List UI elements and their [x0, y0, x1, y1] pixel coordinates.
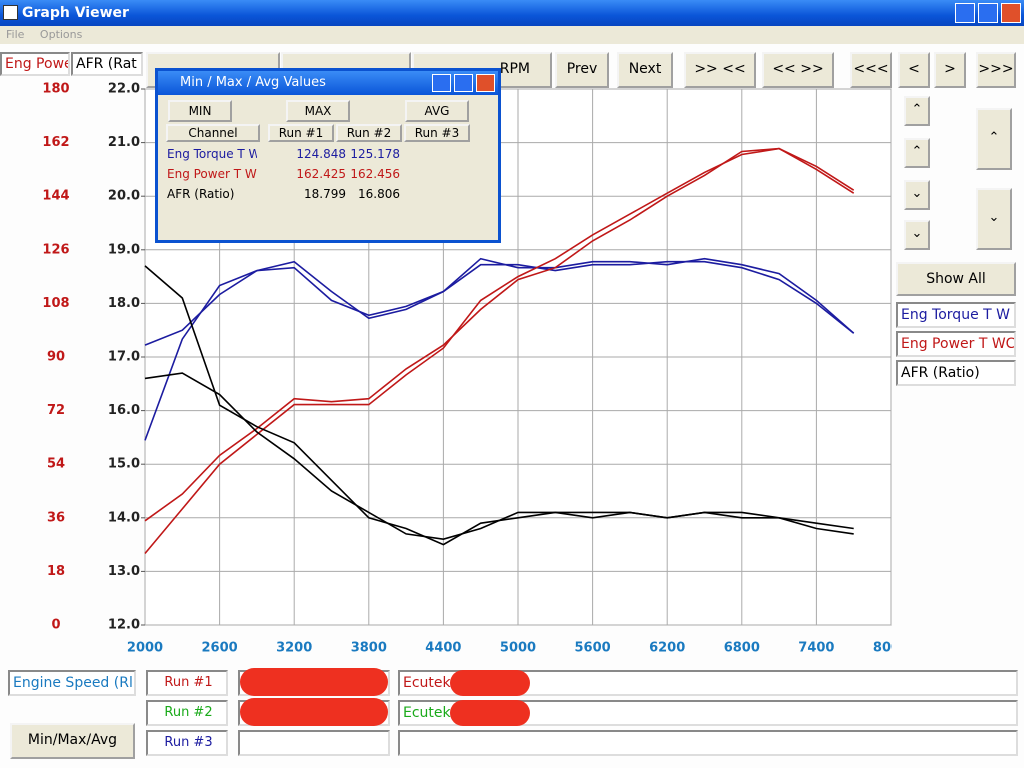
dialog-maximize[interactable] [454, 74, 473, 92]
data-line [144, 260, 855, 441]
dialog-minimize[interactable] [432, 74, 451, 92]
legend-entry[interactable]: Eng Torque T W [896, 302, 1016, 328]
y-tick-label: 54 [47, 457, 65, 472]
y-tick-label: 144 [42, 189, 69, 204]
menu-item[interactable]: File [6, 28, 25, 41]
x-tick-label: 6200 [649, 641, 685, 656]
y2-tick-label: 18.0 [108, 296, 140, 311]
table-cell: 124.848 [296, 147, 346, 161]
x-tick-label: 2600 [202, 641, 238, 656]
table-cell: 162.425 [296, 167, 346, 181]
y2-tick-label: 17.0 [108, 350, 140, 365]
x-tick-label: 3800 [351, 641, 387, 656]
data-line [144, 372, 854, 541]
toolbar-button[interactable]: >>> [976, 52, 1016, 88]
y2-tick-label: 12.0 [108, 618, 140, 633]
redaction [240, 668, 388, 696]
table-cell: AFR (Ratio) [167, 187, 235, 201]
tab[interactable]: Eng Powe [0, 52, 70, 76]
table-cell: 162.456 [350, 167, 400, 181]
run-source-box [398, 730, 1018, 756]
data-line [144, 147, 855, 522]
y-tick-label: 72 [47, 403, 65, 418]
redaction [450, 700, 530, 726]
y-tick-label: 180 [42, 82, 69, 97]
y2-tick-label: 15.0 [108, 457, 140, 472]
y2-tick-label: 20.0 [108, 189, 140, 204]
zoom-down[interactable]: ⌄ [904, 180, 930, 210]
y2-tick-label: 19.0 [108, 242, 140, 257]
toolbar-button[interactable]: << >> [762, 52, 834, 88]
y-tick-label: 18 [47, 564, 65, 579]
menu-item[interactable]: Options [39, 28, 83, 41]
column-header: Channel [166, 124, 260, 142]
table-cell: 18.799 [304, 187, 346, 201]
column-header: Run #1 [268, 124, 334, 142]
min-max-avg-dialog: Min / Max / Avg Values MIN MAX AVG Channel R… [155, 68, 501, 243]
y-tick-label: 36 [47, 510, 65, 525]
legend-entry[interactable]: Eng Power T WC [896, 331, 1016, 357]
y2-tick-label: 13.0 [108, 564, 140, 579]
toolbar-button[interactable]: Prev [555, 52, 609, 88]
minimize-button[interactable] [955, 3, 975, 23]
toolbar-button[interactable]: <<< [850, 52, 892, 88]
table-cell: 16.806 [358, 187, 400, 201]
x-tick-label: 6800 [724, 641, 760, 656]
toolbar-button[interactable]: < [898, 52, 930, 88]
zoom-up-fast[interactable]: ⌃ [904, 96, 930, 126]
maximize-button[interactable] [978, 3, 998, 23]
table-cell: 125.178 [350, 147, 400, 161]
show-all-button[interactable]: Show All [896, 262, 1016, 296]
x-tick-label: 8000 [873, 641, 892, 656]
menu-bar: File Options [0, 26, 1024, 44]
redaction [450, 670, 530, 696]
y2-tick-label: 22.0 [108, 82, 140, 97]
toolbar-button[interactable]: Next [617, 52, 673, 88]
app-icon [3, 5, 18, 20]
x-axis-title: Engine Speed (Rl [8, 670, 136, 696]
run-label: Run #3 [146, 730, 228, 756]
scroll-up[interactable]: ⌃ [976, 108, 1012, 170]
scroll-down[interactable]: ⌄ [976, 188, 1012, 250]
x-tick-label: 2000 [127, 641, 163, 656]
toolbar-button[interactable]: > [934, 52, 966, 88]
y-tick-label: 126 [42, 242, 69, 257]
min-max-avg-button[interactable]: Min/Max/Avg [10, 723, 135, 759]
run-label: Run #2 [146, 700, 228, 726]
x-tick-label: 7400 [798, 641, 834, 656]
y-tick-label: 162 [42, 135, 69, 150]
title-bar: Graph Viewer [0, 0, 1024, 26]
y-tick-label: 108 [42, 296, 69, 311]
dialog-button[interactable]: MIN [168, 100, 232, 122]
dialog-button[interactable]: MAX [286, 100, 350, 122]
data-line [144, 257, 855, 346]
y2-tick-label: 14.0 [108, 510, 140, 525]
x-tick-label: 3200 [276, 641, 312, 656]
x-tick-label: 4400 [425, 641, 461, 656]
zoom-down-fast[interactable]: ⌄ [904, 220, 930, 250]
dialog-button[interactable]: AVG [405, 100, 469, 122]
y2-tick-label: 16.0 [108, 403, 140, 418]
y-tick-label: 90 [47, 350, 65, 365]
x-tick-label: 5600 [575, 641, 611, 656]
tab[interactable]: AFR (Rat [71, 52, 143, 76]
column-header: Run #2 [336, 124, 402, 142]
run-label: Run #1 [146, 670, 228, 696]
column-header: Run #3 [404, 124, 470, 142]
y2-tick-label: 21.0 [108, 135, 140, 150]
close-button[interactable] [1001, 3, 1021, 23]
legend-entry[interactable]: AFR (Ratio) [896, 360, 1016, 386]
run-file-box [238, 730, 390, 756]
zoom-up[interactable]: ⌃ [904, 138, 930, 168]
toolbar-button[interactable]: >> << [684, 52, 756, 88]
redaction [240, 698, 388, 726]
dialog-close[interactable] [476, 74, 495, 92]
table-cell: Eng Power T WC [167, 167, 257, 181]
x-tick-label: 5000 [500, 641, 536, 656]
y-tick-label: 0 [51, 618, 60, 633]
table-cell: Eng Torque T W [167, 147, 257, 161]
